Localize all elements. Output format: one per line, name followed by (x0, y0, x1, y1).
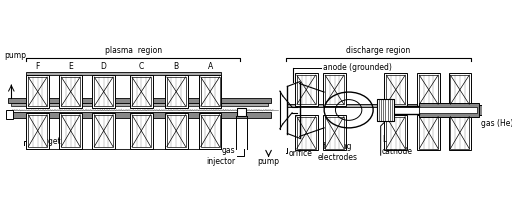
Bar (419, 75, 438, 104)
Bar (27, 113, 49, 149)
Text: discharge region: discharge region (346, 46, 411, 55)
Bar (323, 73, 346, 106)
Text: C: C (139, 62, 144, 71)
Bar (28, 115, 47, 147)
Bar (59, 113, 82, 149)
Bar (92, 75, 115, 108)
Bar (130, 75, 153, 108)
Bar (6, 110, 13, 119)
Bar (479, 105, 481, 115)
Bar (165, 75, 187, 108)
Bar (323, 115, 346, 150)
Bar (419, 117, 438, 149)
Bar (449, 73, 471, 106)
Bar (167, 77, 186, 106)
Text: E: E (68, 62, 73, 71)
Text: B: B (174, 62, 179, 71)
Text: pump: pump (258, 157, 280, 166)
Bar (295, 73, 317, 106)
Bar (419, 103, 479, 117)
Bar (165, 113, 187, 149)
Bar (132, 77, 151, 106)
Bar (237, 108, 246, 116)
Bar (385, 115, 407, 150)
Text: A: A (207, 62, 213, 71)
Bar (377, 99, 394, 121)
Bar (11, 103, 268, 106)
Bar (297, 117, 316, 149)
Bar (449, 115, 471, 150)
Text: orifice: orifice (288, 149, 312, 158)
Bar (325, 75, 344, 104)
Bar (59, 75, 82, 108)
Text: floating
electrodes: floating electrodes (317, 142, 357, 162)
Bar (28, 77, 47, 106)
Bar (385, 73, 407, 106)
Bar (325, 117, 344, 149)
Bar (199, 75, 221, 108)
Bar (417, 73, 440, 106)
Text: target: target (38, 137, 61, 146)
Bar (61, 115, 80, 147)
Bar (287, 104, 471, 107)
Bar (94, 115, 113, 147)
Bar (201, 77, 220, 106)
Bar (132, 115, 151, 147)
Bar (451, 117, 470, 149)
Text: plasma  region: plasma region (105, 46, 162, 55)
Bar (8, 98, 271, 103)
Text: D: D (101, 62, 106, 71)
Text: F: F (35, 62, 40, 71)
Bar (8, 112, 271, 118)
Bar (27, 75, 49, 108)
Bar (201, 115, 220, 147)
Bar (387, 75, 405, 104)
Bar (92, 113, 115, 149)
Text: LaB$_6$
cathode: LaB$_6$ cathode (381, 133, 413, 156)
Bar (61, 77, 80, 106)
Text: gas (He): gas (He) (481, 119, 512, 128)
Bar (419, 107, 477, 113)
Bar (167, 115, 186, 147)
Text: pump: pump (5, 51, 27, 60)
Bar (94, 77, 113, 106)
Bar (297, 75, 316, 104)
Text: gas
injector: gas injector (206, 147, 236, 166)
Bar (199, 113, 221, 149)
Bar (27, 72, 221, 75)
Bar (130, 113, 153, 149)
Bar (295, 115, 317, 150)
Bar (417, 115, 440, 150)
Text: anode (grounded): anode (grounded) (323, 63, 392, 72)
Bar (451, 75, 470, 104)
Bar (387, 117, 405, 149)
